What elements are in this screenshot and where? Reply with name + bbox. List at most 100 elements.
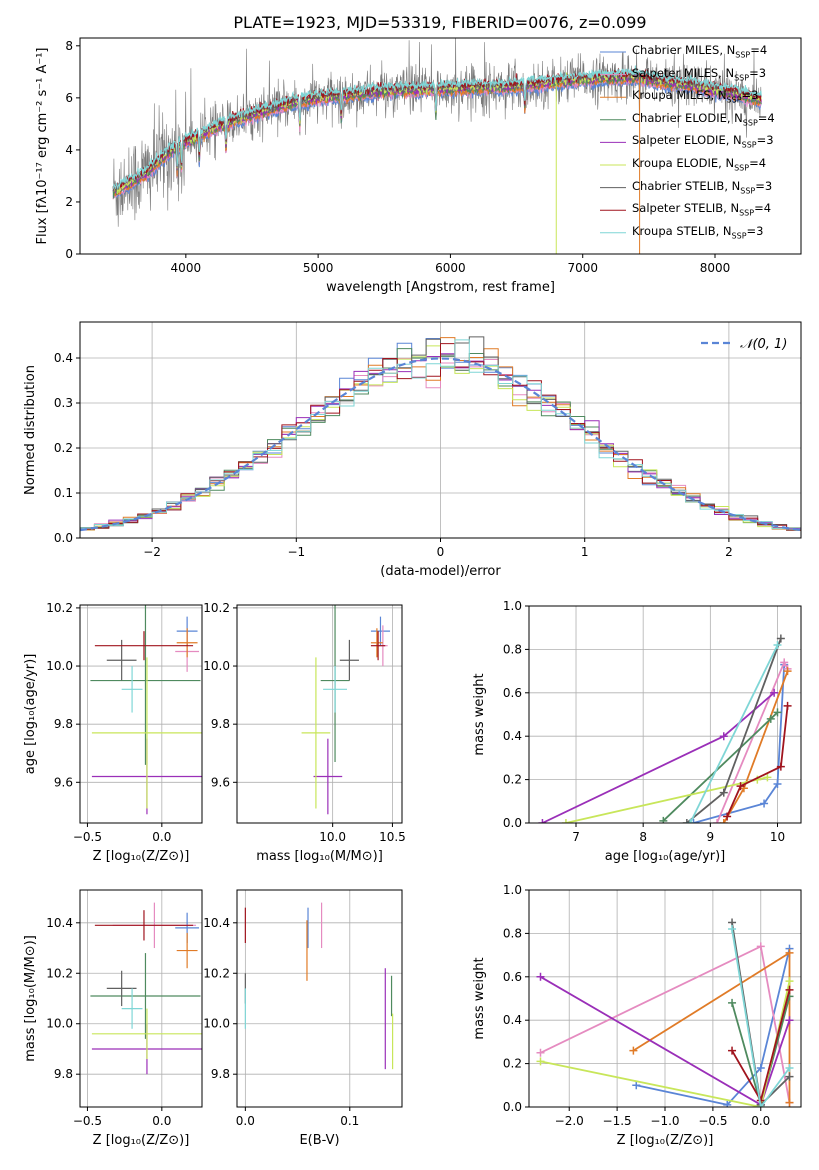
series-marker [780, 658, 789, 667]
axes-frame [236, 889, 403, 1108]
chart-mass_vs_ebv: 0.0 0.1 9.8 10.0 10.2 10.4 E(B-V) [203, 889, 403, 1148]
legend-item-chabrier_elodie: Chabrier ELODIE, NSSP=4 [632, 111, 775, 127]
x-tick-label: −1.0 [650, 1114, 679, 1128]
series-marker [689, 819, 698, 823]
chart-mass_weight_vs_Z: −2.0 −1.5 −1.0 −0.5 0.0 0.0 0.2 0.4 0.6 0.8 1.0 Z [… [472, 883, 802, 1148]
series-marker [776, 634, 785, 643]
y-tick-label: 9.8 [211, 1067, 230, 1081]
legend-label: Salpeter STELIB, NSSP=4 [632, 201, 772, 218]
point-chabrier_elodie [90, 605, 201, 765]
series-marker [538, 819, 547, 823]
series-salpeter_stelib [728, 985, 794, 1105]
legend-label: Salpeter ELODIE, NSSP=3 [632, 133, 774, 150]
x-axis-label: (data-model)/error [380, 564, 501, 579]
axes-frame [79, 604, 203, 824]
legend-label: Salpeter MILES, NSSP=3 [632, 65, 767, 82]
y-tick-label: 10.4 [46, 916, 73, 930]
series-line [726, 705, 789, 817]
y-tick-label: 0.4 [54, 351, 73, 365]
series-marker [773, 779, 782, 788]
y-axis-label: mass weight [472, 673, 487, 755]
x-tick-label: 9 [707, 830, 715, 844]
x-tick-label: 10.5 [379, 830, 406, 844]
series-line [689, 644, 779, 823]
y-tick-label: 10.0 [46, 659, 73, 673]
series-salpeter_elodie [538, 688, 779, 823]
y-tick-label: 10.0 [46, 1017, 73, 1031]
x-axis-label: Z [log₁₀(Z/Z⊙)] [93, 849, 190, 864]
series-line [731, 928, 791, 1107]
axes-frame [79, 889, 203, 1108]
series-marker [713, 819, 722, 823]
series-kroupa_stelib [686, 641, 782, 823]
point-kroupa_stelib [121, 988, 143, 1029]
series-marker [760, 799, 769, 808]
series-marker [763, 773, 772, 782]
x-axis-label: Z [log₁₀(Z/Z⊙)] [93, 1133, 190, 1148]
series-marker [719, 732, 728, 741]
series-marker [756, 1103, 765, 1107]
y-tick-label: 2 [65, 195, 73, 209]
y-axis-label: mass weight [472, 957, 487, 1039]
y-tick-label: 0.2 [503, 1057, 522, 1071]
series-marker [783, 667, 792, 676]
series-chabrier_stelib [682, 634, 785, 823]
x-tick-label: 8000 [700, 261, 731, 275]
point-chabrier_elodie [90, 953, 201, 1039]
x-tick-label: −1.5 [603, 1114, 632, 1128]
series-marker [770, 688, 779, 697]
series-marker [773, 708, 782, 717]
series-marker [776, 762, 785, 771]
legend-item-chabrier_stelib: Chabrier STELIB, NSSP=3 [632, 178, 773, 195]
y-axis-label: mass [log₁₀(M/M⊙)] [23, 935, 38, 1062]
y-tick-label: 1.0 [503, 599, 522, 613]
legend-label-normal: 𝒩(0, 1) [740, 337, 787, 352]
point-salpeter_stelib [94, 631, 194, 661]
series-marker [723, 1100, 732, 1107]
point-salpeter_stelib [94, 910, 194, 941]
x-tick-label: 0 [437, 545, 445, 559]
x-axis-label: wavelength [Angstrom, rest frame] [326, 280, 555, 295]
figure-title: PLATE=1923, MJD=53319, FIBERID=0076, z=0… [233, 13, 646, 32]
y-tick-label: 9.8 [211, 717, 230, 731]
legend-label: Chabrier STELIB, NSSP=3 [632, 178, 773, 195]
series-marker [728, 1046, 737, 1055]
x-tick-label: −2 [143, 545, 161, 559]
series-kroupa_elodie [536, 977, 794, 1107]
x-tick-label: 7000 [567, 261, 598, 275]
series-line [540, 980, 791, 1107]
point-kroupa_elodie [91, 1008, 202, 1060]
series-marker [785, 1063, 794, 1072]
x-tick-label: 2 [725, 545, 733, 559]
legend-label: Kroupa STELIB, NSSP=3 [632, 223, 764, 241]
y-tick-label: 10.4 [203, 916, 230, 930]
y-tick-label: 9.8 [54, 717, 73, 731]
chart-residuals: −2 −1 0 1 2 0.0 0.1 0.2 0.3 0.4 (data-model)/error… [23, 321, 802, 579]
point-kroupa_miles [370, 628, 383, 658]
chart-mass_weight_vs_age: 7 8 9 10 0.0 0.2 0.4 0.6 0.8 1.0 age [log₁₀(age/yr… [472, 599, 802, 864]
histogram-kroupa_stelib [80, 339, 801, 538]
series-marker [785, 948, 794, 957]
x-tick-label: 10.0 [319, 830, 346, 844]
series-marker [686, 819, 695, 823]
axes-frame [79, 37, 802, 255]
axes-frame [236, 604, 403, 824]
x-tick-label: 7 [572, 830, 580, 844]
series-marker [756, 1063, 765, 1072]
y-tick-label: 0.8 [503, 642, 522, 656]
legend-label: Chabrier MILES, NSSP=4 [632, 43, 768, 60]
y-tick-label: 10.0 [203, 659, 230, 673]
y-tick-label: 10.2 [46, 601, 73, 615]
y-tick-label: 1.0 [503, 883, 522, 897]
point-kroupa_miles [176, 628, 198, 658]
x-tick-label: 5000 [303, 261, 334, 275]
point-salpeter_elodie [313, 738, 343, 815]
point-kroupa_elodie [91, 657, 202, 809]
series-chabrier_elodie [659, 708, 782, 823]
series-marker [773, 641, 782, 650]
legend-item-salpeter_stelib: Salpeter STELIB, NSSP=4 [632, 201, 772, 218]
series-marker [785, 977, 794, 986]
chart-spectrum: 4000 5000 6000 7000 8000 0 2 4 6 8 wavelength [Ang… [35, 37, 802, 295]
series-marker [629, 1046, 638, 1055]
